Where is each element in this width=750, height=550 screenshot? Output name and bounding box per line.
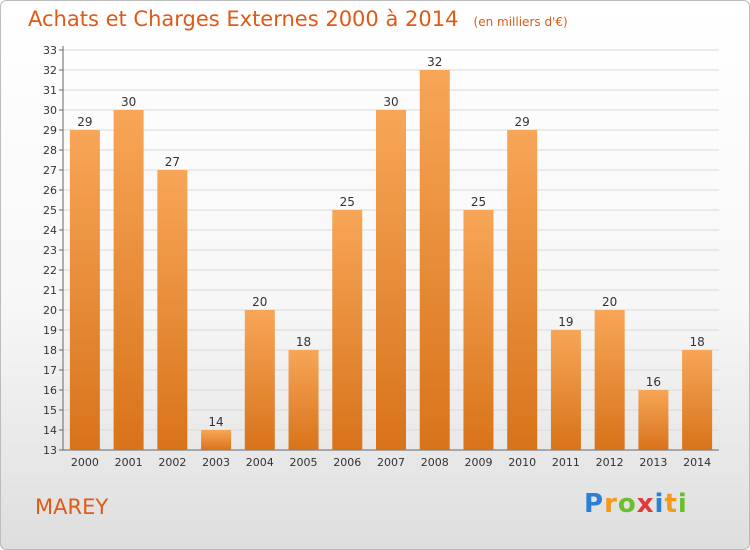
logo-letter: x [636,489,655,519]
bar [594,310,625,450]
x-tick-label: 2013 [639,456,667,469]
bar-layer [69,70,713,450]
x-tick-label: 2003 [202,456,230,469]
y-tick-label: 24 [43,224,57,237]
data-label: 30 [383,95,398,109]
y-tick-label: 14 [43,424,57,437]
data-label: 20 [602,295,617,309]
x-tick-label: 2011 [552,456,580,469]
bar [69,130,100,450]
y-tick-label: 21 [43,284,57,297]
logo-letter: i [654,489,665,519]
x-tick-label: 2001 [115,456,143,469]
logo-letter: r [604,489,618,519]
title-row: Achats et Charges Externes 2000 à 2014 (… [28,7,568,31]
logo-letter: t [664,489,678,519]
x-tick-label: 2008 [421,456,449,469]
x-tick-label: 2002 [158,456,186,469]
x-tick-label: 2012 [596,456,624,469]
label-layer: 29 30 27 14 20 18 25 30 32 25 29 19 20 16 18 [77,55,705,429]
y-tick-label: 30 [43,104,57,117]
data-label: 16 [646,375,661,389]
data-label: 19 [558,315,573,329]
logo-letter: i [677,489,688,519]
data-label: 25 [340,195,355,209]
x-tick-label: 2004 [246,456,274,469]
bar [332,210,363,450]
y-tick-label: 25 [43,204,57,217]
x-tick-label: 2000 [71,456,99,469]
bar [157,170,188,450]
y-tick-label: 17 [43,364,57,377]
y-tick-label: 20 [43,304,57,317]
bar [463,210,494,450]
bar [507,130,538,450]
bar [244,310,275,450]
y-tick-label: 15 [43,404,57,417]
bar [113,110,144,450]
x-tick-label: 2007 [377,456,405,469]
y-tick-label: 27 [43,164,57,177]
bar [376,110,406,450]
y-tick-label: 29 [43,124,57,137]
bar [638,390,669,450]
x-tick-label: 2009 [464,456,492,469]
logo-letter: P [584,489,605,519]
data-label: 20 [252,295,267,309]
y-tick-label: 22 [43,264,57,277]
chart-title: Achats et Charges Externes 2000 à 2014 [28,7,459,31]
bar [682,350,713,450]
data-label: 25 [471,195,486,209]
x-tick-label: 2005 [290,456,318,469]
bar [419,70,450,450]
bar [550,330,581,450]
y-tick-label: 18 [43,344,57,357]
data-label: 29 [515,115,530,129]
y-tick-label: 31 [43,84,57,97]
proxiti-logo: Proxiti [584,489,688,519]
logo-letter: o [617,489,637,519]
y-tick-label: 33 [43,44,57,57]
data-label: 18 [689,335,704,349]
bar [201,430,232,450]
x-tick-label: 2010 [508,456,536,469]
y-tick-label: 28 [43,144,57,157]
y-tick-label: 19 [43,324,57,337]
y-tick-label: 23 [43,244,57,257]
chart-subtitle: (en milliers d'€) [473,15,568,29]
x-tick-label: 2014 [683,456,711,469]
bar [288,350,319,450]
data-label: 14 [208,415,223,429]
data-label: 32 [427,55,442,69]
y-tick-label: 13 [43,444,57,457]
data-label: 18 [296,335,311,349]
data-label: 30 [121,95,136,109]
y-tick-label: 32 [43,64,57,77]
commune-name: MAREY [35,495,109,519]
data-label: 29 [77,115,92,129]
y-tick-label: 16 [43,384,57,397]
data-label: 27 [165,155,180,169]
x-tick-label: 2006 [333,456,361,469]
y-tick-label: 26 [43,184,57,197]
